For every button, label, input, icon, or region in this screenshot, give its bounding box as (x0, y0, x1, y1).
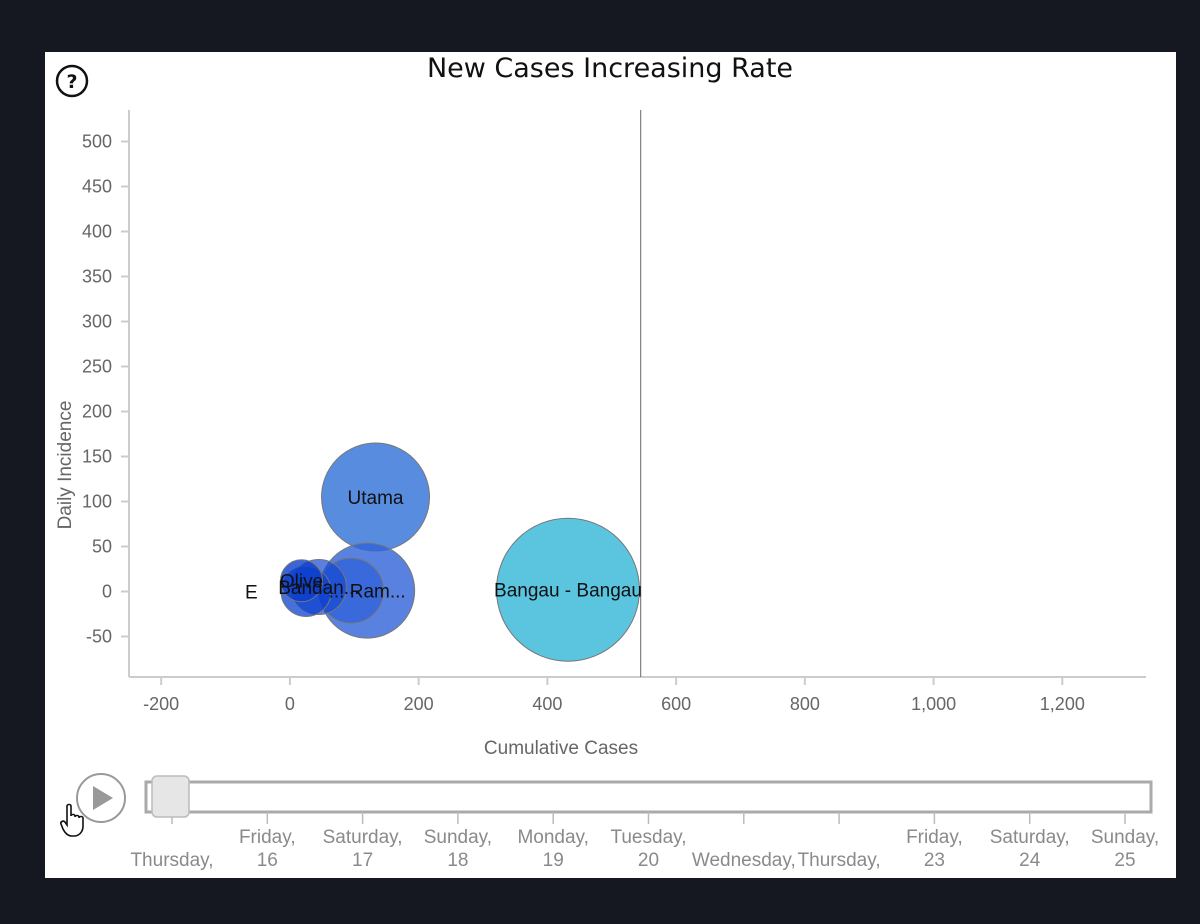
bubble-label: Bangau - Bangau (494, 581, 642, 602)
x-tick-label: 800 (790, 694, 820, 714)
timeline-date-label[interactable]: Saturday, (323, 827, 403, 848)
bubble-label: Olive (280, 572, 323, 593)
y-axis-label: Daily Incidence (55, 401, 76, 530)
timeline-date-label[interactable]: Saturday, (990, 827, 1070, 848)
timeline-date-label[interactable]: Tuesday, (610, 827, 686, 848)
hand-pointer-icon (60, 803, 84, 837)
bubble[interactable] (495, 517, 640, 662)
timeline-date-day[interactable]: 23 (924, 850, 945, 871)
y-tick-label: -50 (86, 627, 112, 647)
y-tick-label: 450 (82, 177, 112, 197)
timeline-date-label[interactable]: Sunday, (424, 827, 492, 848)
question-circle-icon[interactable] (55, 64, 89, 98)
x-tick-label: -200 (143, 694, 179, 714)
timeline-date-day[interactable]: 25 (1114, 850, 1135, 871)
y-tick-label: 250 (82, 357, 112, 377)
bubble-chart: ? New Cases Increasing Rate -50 0 50 100 150… (55, 53, 1159, 871)
y-tick-label: 50 (92, 537, 112, 557)
timeline-ticks (171, 812, 1126, 824)
play-icon[interactable] (93, 786, 113, 810)
x-tick-label: 1,000 (911, 694, 956, 714)
timeline-date-label[interactable]: Monday, (517, 827, 588, 848)
bubble-label: E (245, 583, 258, 604)
chart-panel: ? New Cases Increasing Rate -50 0 50 100 150… (45, 52, 1176, 878)
timeline-date-day[interactable]: 16 (257, 850, 278, 871)
y-axis-ticks: -50 0 50 100 150 200 250 300 350 400 450 500 (82, 132, 129, 647)
x-tick-label: 1,200 (1040, 694, 1085, 714)
timeline-date-day[interactable]: 20 (638, 850, 659, 871)
y-tick-label: 0 (102, 582, 112, 602)
y-tick-label: 200 (82, 402, 112, 422)
y-tick-label: 100 (82, 492, 112, 512)
y-tick-label: 150 (82, 447, 112, 467)
timeline-date-day[interactable]: 17 (352, 850, 373, 871)
timeline-slider-handle[interactable] (151, 775, 190, 818)
chart-title: New Cases Increasing Rate (427, 53, 793, 84)
bubble-series (280, 442, 640, 662)
bubble[interactable] (280, 559, 324, 603)
question-mark-glyph: ? (66, 71, 77, 93)
timeline-labels: Thursday,Friday,16Saturday,17Sunday,18Mo… (130, 827, 1159, 871)
timeline-date-day[interactable]: 24 (1019, 850, 1041, 871)
timeline-date-label[interactable]: Wednesday, (692, 850, 796, 871)
help-button[interactable]: ? (55, 64, 89, 98)
x-tick-label: 0 (285, 694, 295, 714)
timeline-date-label[interactable]: Thursday, (798, 850, 881, 871)
timeline-date-label[interactable]: Sunday, (1091, 827, 1159, 848)
timeline-slider-track[interactable] (144, 780, 1153, 814)
y-tick-label: 300 (82, 312, 112, 332)
x-tick-label: 600 (661, 694, 691, 714)
y-tick-label: 400 (82, 222, 112, 242)
x-tick-label: 200 (404, 694, 434, 714)
play-button[interactable] (76, 773, 126, 823)
bubble-labels: Bangau - Bangau Utama ... Ram...Bandan...O… (245, 488, 642, 604)
timeline-date-label[interactable]: Thursday, (130, 850, 213, 871)
y-tick-label: 350 (82, 267, 112, 287)
bubble-label: ... Ram... (329, 582, 406, 603)
bubble-label: Utama (348, 488, 404, 509)
timeline-date-day[interactable]: 18 (447, 850, 468, 871)
timeline-date-label[interactable]: Friday, (239, 827, 296, 848)
x-axis-label: Cumulative Cases (484, 738, 638, 759)
timeline-date-label[interactable]: Friday, (906, 827, 963, 848)
y-tick-label: 500 (82, 132, 112, 152)
bubble-label: Bandan... (278, 578, 359, 599)
x-axis-ticks: -200 0 200 400 600 800 1,000 1,200 (143, 677, 1085, 714)
x-tick-label: 400 (532, 694, 562, 714)
timeline-date-day[interactable]: 19 (543, 850, 564, 871)
